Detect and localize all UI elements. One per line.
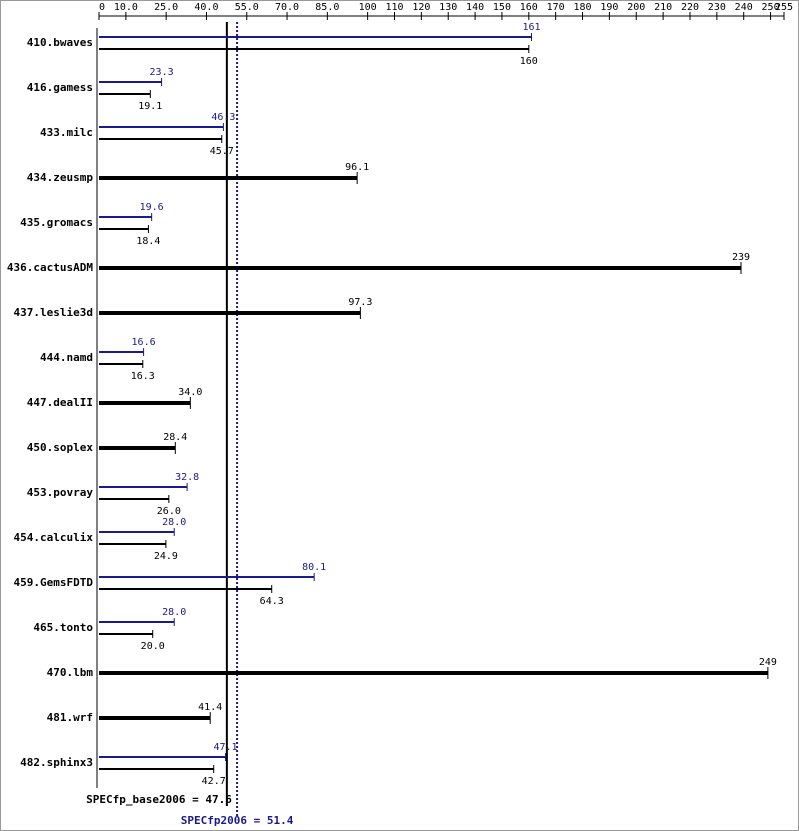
x-tick-label: 230: [708, 2, 726, 13]
value-label: 26.0: [157, 506, 181, 517]
value-label: 96.1: [345, 162, 369, 173]
category-label: 410.bwaves: [27, 36, 93, 49]
value-label: 19.6: [140, 202, 164, 213]
category-label: 481.wrf: [47, 711, 93, 724]
category-label: 436.cactusADM: [7, 261, 93, 274]
category-label: 444.namd: [40, 351, 93, 364]
category-label: 470.lbm: [47, 666, 94, 679]
value-label: 28.4: [163, 432, 187, 443]
value-label: 23.3: [150, 67, 174, 78]
value-label: 16.6: [132, 337, 156, 348]
category-label: 437.leslie3d: [14, 306, 93, 319]
x-tick-label: 10.0: [114, 2, 138, 13]
category-label: 435.gromacs: [20, 216, 93, 229]
x-tick-label: 150: [493, 2, 511, 13]
x-tick-label: 160: [520, 2, 538, 13]
value-label: 18.4: [136, 236, 160, 247]
category-label: 447.dealII: [27, 396, 93, 409]
value-label: 41.4: [198, 702, 222, 713]
value-label: 28.0: [162, 517, 186, 528]
category-label: 450.soplex: [27, 441, 94, 454]
x-tick-label: 190: [600, 2, 618, 13]
x-tick-label: 70.0: [275, 2, 299, 13]
category-label: 434.zeusmp: [27, 171, 94, 184]
value-label: 249: [759, 657, 777, 668]
value-label: 64.3: [260, 596, 284, 607]
category-label: 465.tonto: [33, 621, 93, 634]
value-label: 45.7: [210, 146, 234, 157]
category-label: 482.sphinx3: [20, 756, 93, 769]
value-label: 97.3: [348, 297, 372, 308]
x-tick-label: 200: [627, 2, 645, 13]
x-tick-label: 240: [735, 2, 753, 13]
category-label: 454.calculix: [14, 531, 94, 544]
value-label: 19.1: [138, 101, 162, 112]
x-tick-label: 120: [412, 2, 430, 13]
value-label: 161: [522, 22, 540, 33]
base-metric-label: SPECfp_base2006 = 47.6: [86, 793, 232, 806]
value-label: 34.0: [178, 387, 202, 398]
x-tick-label: 55.0: [235, 2, 259, 13]
x-tick-label: 40.0: [194, 2, 218, 13]
x-tick-label: 210: [654, 2, 672, 13]
x-tick-label: 25.0: [154, 2, 178, 13]
category-label: 433.milc: [40, 126, 93, 139]
value-label: 28.0: [162, 607, 186, 618]
x-tick-label: 85.0: [315, 2, 339, 13]
x-tick-label: 110: [385, 2, 403, 13]
category-label: 453.povray: [27, 486, 94, 499]
value-label: 32.8: [175, 472, 199, 483]
x-tick-label: 255: [775, 2, 793, 13]
value-label: 24.9: [154, 551, 178, 562]
value-label: 47.1: [213, 742, 237, 753]
peak-metric-label: SPECfp2006 = 51.4: [181, 814, 294, 827]
x-tick-label: 100: [359, 2, 377, 13]
x-tick-label: 130: [439, 2, 457, 13]
value-label: 20.0: [141, 641, 165, 652]
value-label: 42.7: [202, 776, 226, 787]
value-label: 80.1: [302, 562, 326, 573]
value-label: 46.3: [211, 112, 235, 123]
x-tick-label: 220: [681, 2, 699, 13]
value-label: 160: [520, 56, 538, 67]
x-tick-label: 250: [762, 2, 780, 13]
x-tick-label: 140: [466, 2, 484, 13]
value-label: 16.3: [131, 371, 155, 382]
category-label: 459.GemsFDTD: [14, 576, 94, 589]
x-tick-label: 170: [547, 2, 565, 13]
category-label: 416.gamess: [27, 81, 93, 94]
x-tick-label: 0: [99, 2, 105, 13]
x-tick-label: 180: [573, 2, 591, 13]
value-label: 239: [732, 252, 750, 263]
